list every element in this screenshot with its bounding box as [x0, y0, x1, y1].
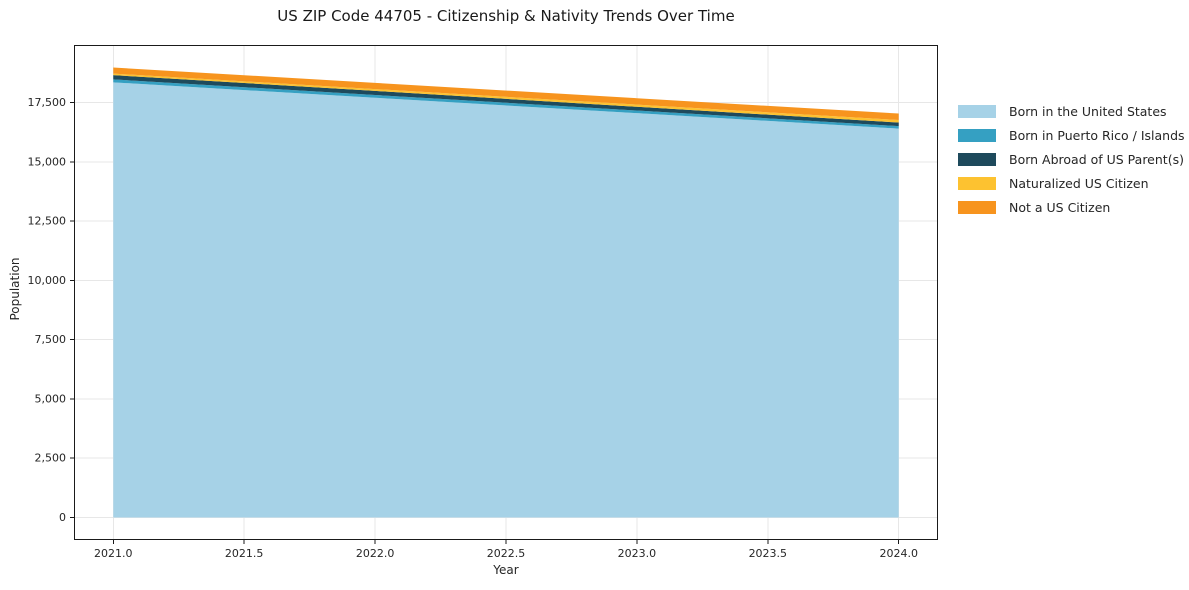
y-tick-label: 5,000 [35, 392, 67, 405]
area-series-0 [113, 82, 899, 518]
chart-title: US ZIP Code 44705 - Citizenship & Nativi… [277, 7, 735, 25]
legend-swatch [958, 201, 996, 214]
x-tick-label: 2024.0 [879, 547, 918, 560]
y-tick-label: 12,500 [28, 215, 67, 228]
y-tick-label: 10,000 [28, 274, 67, 287]
legend-item-2: Born Abroad of US Parent(s) [958, 152, 1185, 167]
stacked-area-svg: 0 2,500 5,000 7,500 10,000 12,500 15,000 17,500… [28, 45, 938, 560]
y-tick-label: 2,500 [35, 452, 67, 465]
x-tick-label: 2023.5 [749, 547, 788, 560]
legend: Born in the United States Born in Puerto … [958, 104, 1185, 225]
x-tick-label: 2022.5 [487, 547, 526, 560]
x-axis-label: Year [493, 563, 519, 577]
y-tick-label: 15,000 [28, 155, 67, 168]
legend-label: Born in the United States [1009, 104, 1167, 119]
legend-item-1: Born in Puerto Rico / Islands [958, 128, 1185, 143]
legend-item-4: Not a US Citizen [958, 200, 1185, 215]
area-series-4 [113, 67, 899, 121]
axes-frame [74, 45, 938, 540]
legend-label: Born Abroad of US Parent(s) [1009, 152, 1184, 167]
legend-item-3: Naturalized US Citizen [958, 176, 1185, 191]
area-series-3 [113, 73, 899, 123]
legend-label: Born in Puerto Rico / Islands [1009, 128, 1185, 143]
y-tick-label: 17,500 [28, 96, 67, 109]
legend-swatch [958, 105, 996, 118]
x-tick-label: 2023.0 [618, 547, 657, 560]
x-tick-label: 2021.5 [225, 547, 264, 560]
area-series-1 [113, 79, 899, 129]
y-tick-label: 0 [59, 511, 66, 524]
x-tick-label: 2021.0 [94, 547, 133, 560]
y-tick-label: 7,500 [35, 333, 67, 346]
legend-swatch [958, 129, 996, 142]
legend-label: Not a US Citizen [1009, 200, 1111, 215]
y-axis-label: Population [8, 257, 22, 321]
x-tick-label: 2022.0 [356, 547, 395, 560]
legend-item-0: Born in the United States [958, 104, 1185, 119]
legend-swatch [958, 153, 996, 166]
legend-swatch [958, 177, 996, 190]
legend-label: Naturalized US Citizen [1009, 176, 1149, 191]
area-series-2 [113, 75, 899, 127]
